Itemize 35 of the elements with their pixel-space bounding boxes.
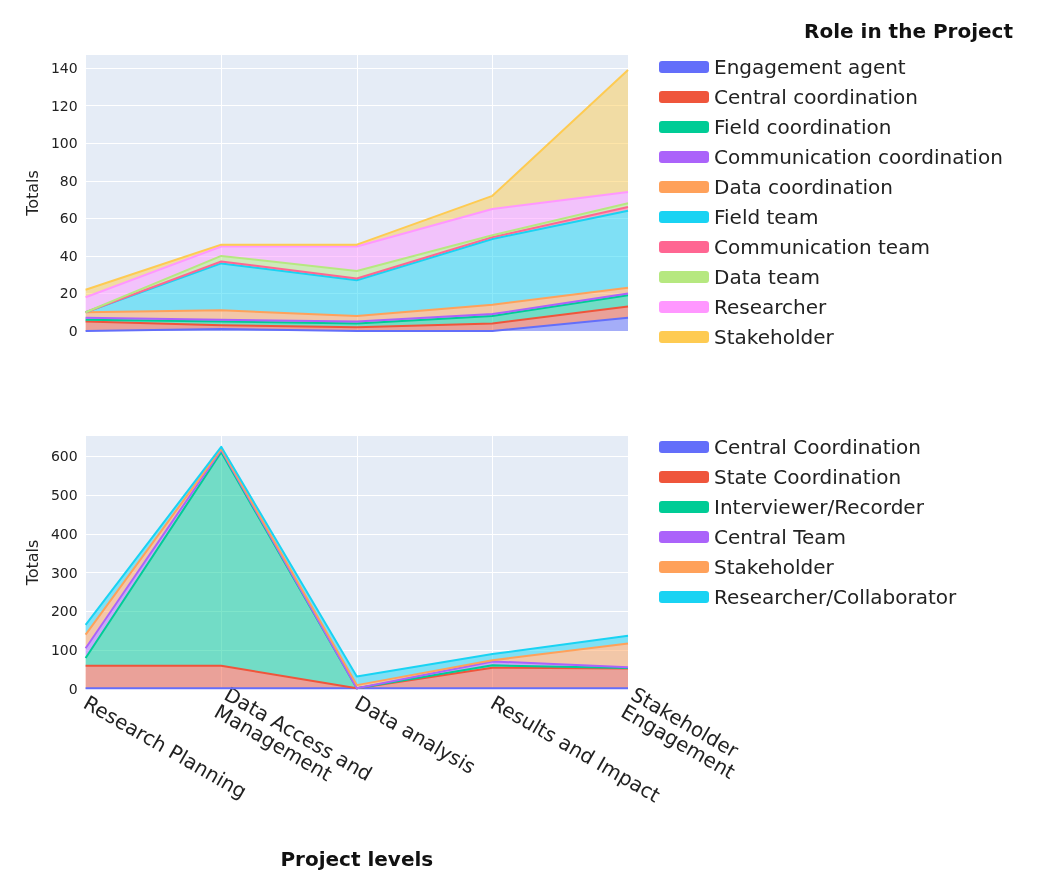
y-tick-label: 80 xyxy=(59,172,78,189)
legend-label: Field team xyxy=(714,205,819,229)
legend-label: Communication team xyxy=(714,235,930,259)
legend-label: Field coordination xyxy=(714,115,892,139)
y-tick-label: 140 xyxy=(50,60,78,77)
y-tick-label: 20 xyxy=(59,285,78,302)
x-axis-title: Project levels xyxy=(280,847,434,871)
legend-label: Data team xyxy=(714,265,820,289)
legend-label: Researcher/Collaborator xyxy=(714,585,958,609)
legend-label: Stakeholder xyxy=(714,325,835,349)
legend-label: Central coordination xyxy=(714,85,919,109)
y-axis-title: Totals xyxy=(22,170,42,217)
y-tick-label: 120 xyxy=(50,97,78,114)
legend-label: Communication coordination xyxy=(714,145,1003,169)
y-tick-label: 100 xyxy=(50,642,78,659)
y-tick-label: 0 xyxy=(68,323,78,339)
legend-label: Interviewer/Recorder xyxy=(714,495,925,519)
y-tick-label: 0 xyxy=(68,681,78,697)
y-tick-label: 500 xyxy=(50,486,78,503)
legend-label: Engagement agent xyxy=(714,55,906,79)
legend-label: State Coordination xyxy=(714,465,902,489)
legend-label: Central Team xyxy=(714,525,847,549)
y-tick-label: 60 xyxy=(59,210,78,227)
y-tick-label: 100 xyxy=(50,135,78,152)
y-tick-label: 600 xyxy=(50,448,78,465)
y-tick-label: 40 xyxy=(59,247,78,264)
legend-label: Central Coordination xyxy=(714,435,921,459)
y-tick-label: 200 xyxy=(50,603,78,620)
legend-title: Role in the Project xyxy=(804,19,1014,43)
y-tick-label: 300 xyxy=(50,564,78,581)
legend-label: Stakeholder xyxy=(714,555,835,579)
y-tick-label: 400 xyxy=(50,525,78,542)
legend-label: Researcher xyxy=(714,295,828,319)
legend-label: Data coordination xyxy=(714,175,893,199)
y-axis-title: Totals xyxy=(22,539,42,587)
